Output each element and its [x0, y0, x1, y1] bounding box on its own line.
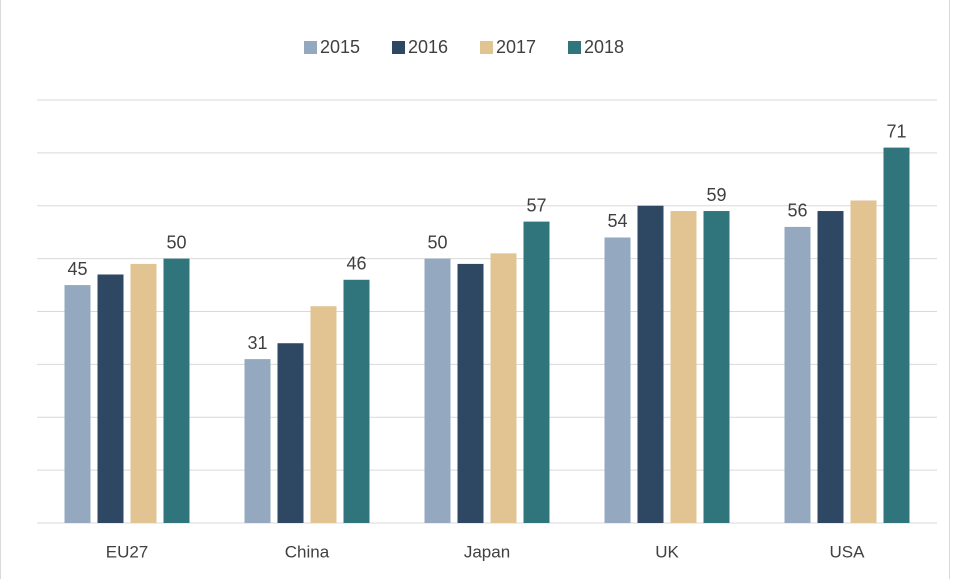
data-label: 56	[787, 201, 807, 221]
bar	[883, 147, 910, 523]
data-label: 50	[427, 232, 447, 252]
x-tick-label: China	[285, 542, 330, 561]
data-label: 50	[166, 232, 186, 252]
data-label: 54	[607, 211, 627, 231]
bar	[703, 211, 730, 523]
data-label: 71	[886, 121, 906, 141]
x-tick-label: UK	[655, 542, 679, 561]
bar	[163, 258, 190, 523]
bar	[604, 237, 631, 523]
bar	[424, 258, 451, 523]
bar	[277, 343, 304, 523]
bar	[637, 205, 664, 523]
bar	[817, 211, 844, 523]
legend-label: 2016	[408, 37, 448, 57]
bar	[670, 211, 697, 523]
legend-label: 2017	[496, 37, 536, 57]
x-tick-label: EU27	[106, 542, 149, 561]
bar	[130, 263, 157, 523]
data-label: 45	[67, 259, 87, 279]
bar	[343, 279, 370, 523]
data-label: 59	[706, 185, 726, 205]
bar	[64, 285, 91, 523]
legend-swatch	[480, 41, 493, 54]
data-label: 31	[247, 333, 267, 353]
legend-swatch	[304, 41, 317, 54]
bar	[310, 306, 337, 523]
bar	[490, 253, 517, 523]
bar	[784, 226, 811, 523]
x-tick-label: USA	[830, 542, 866, 561]
bar	[850, 200, 877, 523]
legend-swatch	[392, 41, 405, 54]
data-label: 57	[526, 195, 546, 215]
bar	[523, 221, 550, 524]
x-tick-label: Japan	[464, 542, 510, 561]
bar	[97, 274, 124, 523]
bar	[457, 263, 484, 523]
legend-label: 2015	[320, 37, 360, 57]
bar	[244, 359, 271, 523]
legend-swatch	[568, 41, 581, 54]
data-label: 46	[346, 254, 366, 274]
legend-label: 2018	[584, 37, 624, 57]
